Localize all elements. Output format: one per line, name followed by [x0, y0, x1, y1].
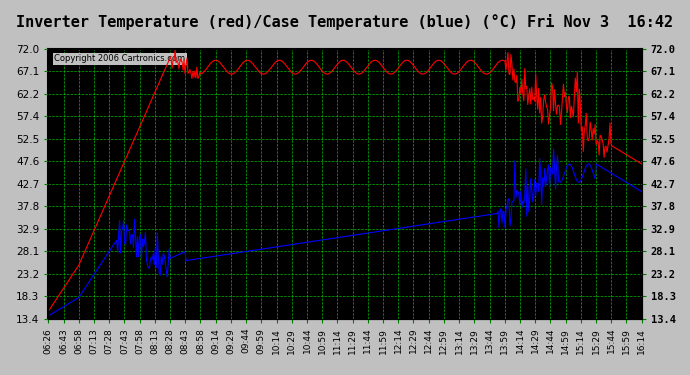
- Text: Copyright 2006 Cartronics.com: Copyright 2006 Cartronics.com: [55, 54, 186, 63]
- Text: Inverter Temperature (red)/Case Temperature (blue) (°C) Fri Nov 3  16:42: Inverter Temperature (red)/Case Temperat…: [17, 15, 673, 30]
